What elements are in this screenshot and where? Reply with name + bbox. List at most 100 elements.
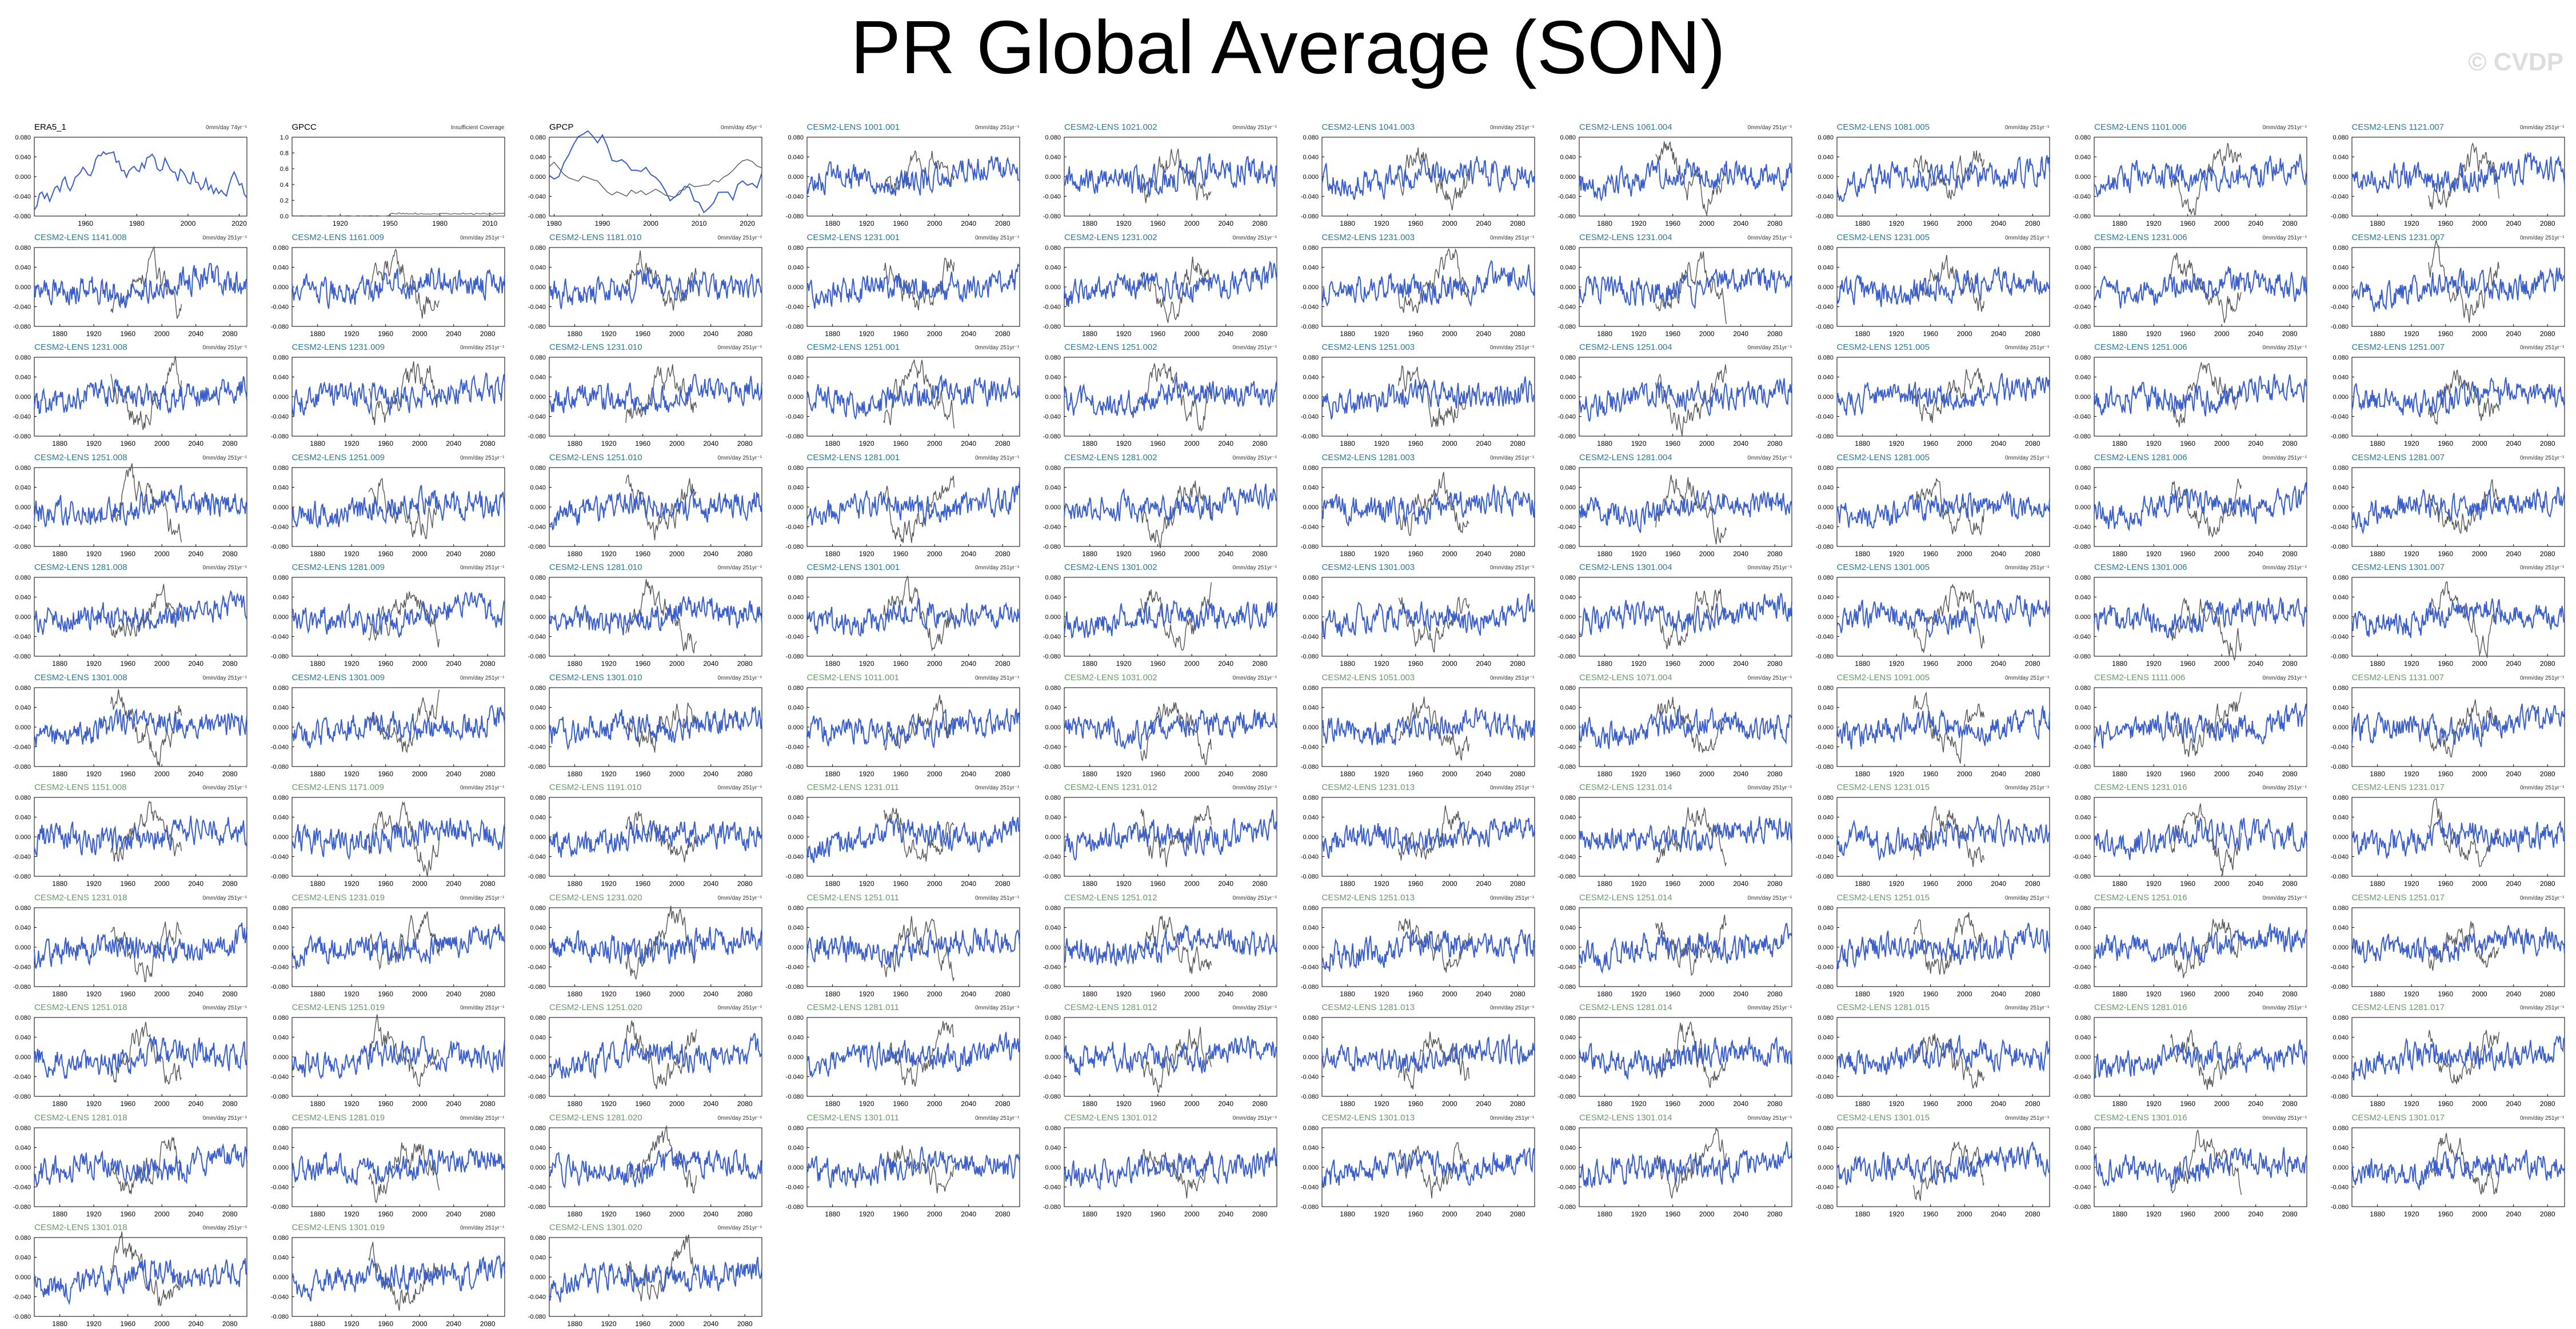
x-tick-label: 1960 [1665, 1210, 1680, 1218]
x-tick-label: 2000 [1184, 219, 1200, 228]
y-tick-label: 0.080 [530, 685, 546, 692]
model-series-line [1579, 378, 1792, 422]
y-tick-label: -0.080 [528, 544, 546, 550]
x-tick-label: 2000 [412, 660, 427, 668]
x-tick-label: 2040 [2248, 990, 2263, 998]
chart-panel: CESM2-LENS 1251.016 0mm/day 251yr⁻¹ 0.080 0… [2073, 893, 2307, 998]
x-tick-label: 1880 [567, 440, 582, 448]
x-tick-label: 2040 [1733, 660, 1748, 668]
panel-units: 0mm/day 251yr⁻¹ [2519, 345, 2565, 351]
x-tick-label: 1920 [858, 440, 874, 448]
x-tick-label: 2000 [1699, 770, 1715, 778]
model-series-line [1321, 707, 1535, 745]
x-tick-label: 1880 [1597, 219, 1612, 228]
panel-title: CESM2-LENS 1281.002 [1064, 452, 1157, 462]
model-series-line [806, 708, 1020, 748]
x-tick-label: 1960 [893, 1210, 908, 1218]
chart-panel: CESM2-LENS 1281.017 0mm/day 251yr⁻¹ 0.080 0… [2330, 1003, 2565, 1108]
x-tick-label: 1880 [567, 550, 582, 558]
y-tick-label: 0.000 [1303, 614, 1319, 621]
chart-panel: CESM2-LENS 1231.018 0mm/day 251yr⁻¹ 0.080 0… [13, 893, 247, 998]
x-tick-label: 1880 [52, 880, 67, 888]
panel-title: CESM2-LENS 1281.010 [549, 562, 642, 572]
x-tick-label: 1920 [344, 1210, 359, 1218]
model-series-line [2094, 1147, 2307, 1189]
panel-title: CESM2-LENS 1231.019 [291, 892, 385, 903]
x-tick-label: 1920 [601, 330, 617, 338]
chart-panel: CESM2-LENS 1301.006 0mm/day 251yr⁻¹ 0.080 0… [2073, 562, 2307, 668]
y-tick-label: 0.000 [2333, 394, 2349, 401]
chart-panel: ERA5_1 0mm/day 74yr⁻¹ 0.080 0.040 0.000 -0.04… [13, 122, 247, 228]
y-tick-label: -0.040 [1815, 634, 1833, 641]
x-tick-label: 1960 [893, 440, 908, 448]
y-tick-label: 0.000 [530, 834, 546, 841]
y-tick-label: -0.080 [270, 984, 288, 991]
panel-units: 0mm/day 251yr⁻¹ [460, 345, 505, 351]
panel-units: 0mm/day 251yr⁻¹ [1747, 785, 1792, 791]
x-tick-label: 2080 [2539, 880, 2555, 888]
x-tick-label: 2000 [154, 1320, 170, 1328]
panel-units: 0mm/day 251yr⁻¹ [2262, 234, 2307, 241]
chart-panel: CESM2-LENS 1131.007 0mm/day 251yr⁻¹ 0.080 0… [2330, 673, 2565, 778]
x-tick-label: 1920 [2403, 1210, 2419, 1218]
x-tick-label: 2040 [1733, 219, 1748, 228]
obs-series-line [1140, 805, 1212, 868]
x-tick-label: 2040 [2248, 440, 2263, 448]
x-tick-label: 2040 [961, 770, 976, 778]
plot-frame [1321, 1017, 1535, 1097]
x-tick-label: 1960 [635, 880, 650, 888]
x-tick-label: 2000 [1184, 1210, 1200, 1218]
chart-panel: CESM2-LENS 1281.011 0mm/day 251yr⁻¹ 0.080 0… [785, 1003, 1020, 1108]
model-series-line [1836, 373, 2050, 416]
chart-panel: CESM2-LENS 1281.019 0mm/day 251yr⁻¹ 0.080 0… [270, 1113, 505, 1218]
chart-panel: CESM2-LENS 1061.004 0mm/day 251yr⁻¹ 0.080 0… [1558, 122, 1792, 228]
x-tick-label: 1920 [1116, 440, 1132, 448]
y-tick-label: -0.080 [1043, 324, 1061, 330]
x-tick-label: 1960 [2438, 1100, 2453, 1108]
y-tick-label: 0.080 [530, 795, 546, 801]
x-tick-label: 1920 [1888, 770, 1904, 778]
y-tick-label: 0.000 [530, 504, 546, 511]
y-tick-label: -0.040 [528, 744, 546, 751]
x-tick-label: 1960 [1150, 990, 1165, 998]
plot-frame [1321, 137, 1535, 217]
x-tick-label: 2040 [1218, 770, 1233, 778]
chart-panel: CESM2-LENS 1021.002 0mm/day 251yr⁻¹ 0.080 0… [1043, 122, 1277, 228]
panel-units: 0mm/day 251yr⁻¹ [1232, 345, 1277, 351]
model-series-line [1064, 600, 1277, 639]
y-tick-label: 0.000 [1818, 614, 1834, 621]
y-tick-label: -0.040 [13, 854, 31, 861]
x-tick-label: 2000 [154, 880, 170, 888]
x-tick-label: 2000 [154, 550, 170, 558]
x-tick-label: 1880 [1340, 330, 1355, 338]
y-tick-label: 0.080 [15, 354, 31, 361]
y-tick-label: 0.040 [1045, 594, 1061, 601]
y-tick-label: -0.080 [1558, 213, 1576, 220]
x-tick-label: 1880 [310, 550, 325, 558]
panel-title: CESM2-LENS 1281.001 [806, 452, 900, 462]
y-tick-label: -0.080 [270, 653, 288, 660]
panel-units: 0mm/day 251yr⁻¹ [1747, 895, 1792, 901]
chart-panel: CESM2-LENS 1231.014 0mm/day 251yr⁻¹ 0.080 0… [1558, 783, 1792, 888]
x-tick-label: 2040 [2506, 1210, 2521, 1218]
x-tick-label: 2040 [1991, 1100, 2006, 1108]
x-tick-label: 1960 [1923, 990, 1938, 998]
y-tick-label: 0.040 [1045, 1144, 1061, 1151]
panel-units: 0mm/day 251yr⁻¹ [1747, 565, 1792, 571]
panel-title: CESM2-LENS 1251.009 [291, 452, 385, 462]
panel-units: 0mm/day 251yr⁻¹ [975, 565, 1020, 571]
x-tick-label: 2080 [1767, 990, 1783, 998]
x-tick-label: 2080 [1252, 1210, 1268, 1218]
y-tick-label: 0.000 [1045, 944, 1061, 951]
x-tick-label: 1920 [2146, 770, 2162, 778]
